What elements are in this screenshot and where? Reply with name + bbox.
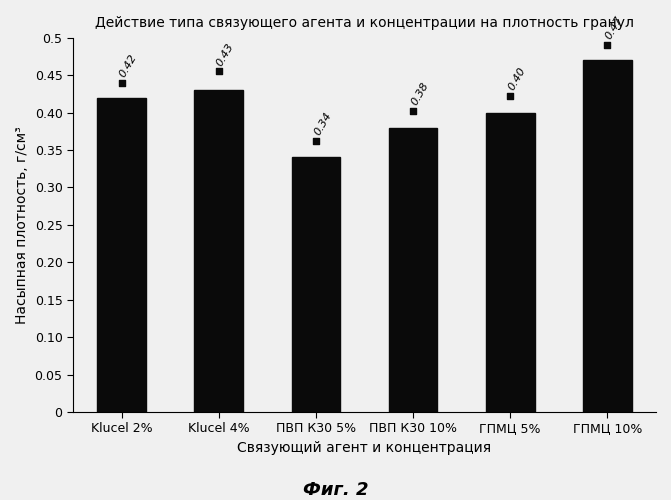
Text: 0.43: 0.43 — [215, 41, 236, 68]
Point — [602, 41, 613, 49]
Text: 0.40: 0.40 — [507, 66, 527, 92]
Text: Фиг. 2: Фиг. 2 — [303, 481, 368, 499]
X-axis label: Связующий агент и концентрация: Связующий агент и концентрация — [238, 441, 492, 455]
Title: Действие типа связующего агента и концентрации на плотность гранул: Действие типа связующего агента и концен… — [95, 16, 634, 30]
Point — [311, 137, 321, 145]
Point — [213, 68, 224, 76]
Bar — [583, 60, 631, 412]
Bar — [97, 98, 146, 412]
Bar — [486, 112, 535, 412]
Point — [408, 107, 419, 115]
Bar — [389, 128, 437, 412]
Y-axis label: Насыпная плотность, г/см³: Насыпная плотность, г/см³ — [15, 126, 29, 324]
Bar — [195, 90, 243, 412]
Point — [505, 92, 515, 100]
Text: 0.47: 0.47 — [604, 15, 625, 42]
Text: 0.34: 0.34 — [312, 110, 333, 138]
Bar — [292, 158, 340, 412]
Point — [116, 78, 127, 86]
Text: 0.38: 0.38 — [409, 81, 430, 108]
Text: 0.42: 0.42 — [117, 52, 139, 79]
